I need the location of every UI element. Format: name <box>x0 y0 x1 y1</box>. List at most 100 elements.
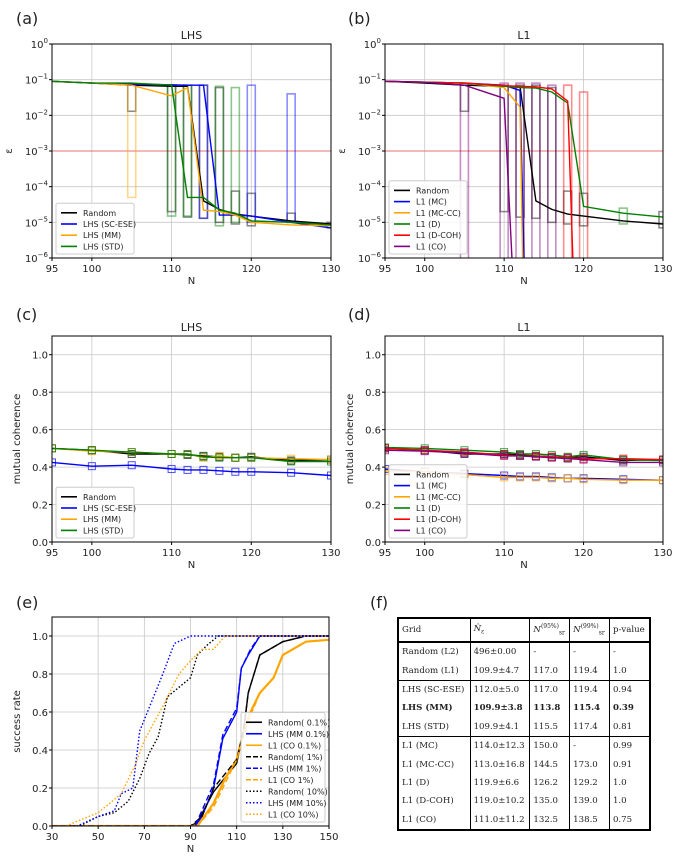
y-tick-label: 100 <box>364 37 381 51</box>
y-axis-label: success rate <box>12 690 23 753</box>
table-cell-p: 1.0 <box>608 773 650 793</box>
series-line <box>52 635 329 826</box>
y-tick-label: 10−5 <box>358 215 381 229</box>
chart-d: 95 100 110 120 130 0.0 0.2 0.4 0.6 0.8 1.0 L1 Nmutua… <box>345 321 673 571</box>
tick-base: 10 <box>358 254 371 265</box>
x-tick-label: 50 <box>92 832 105 843</box>
data-point <box>500 473 509 482</box>
data-point <box>167 449 176 458</box>
data-point <box>579 475 588 484</box>
legend-label: Random( 1%) <box>268 753 323 762</box>
series-line <box>52 461 331 477</box>
data-point <box>579 455 588 464</box>
tick-base: 10 <box>358 147 371 158</box>
data-point <box>516 473 525 482</box>
tick-exponent: −3 <box>371 144 381 152</box>
table-row: LHS (STD) 109.9±4.1 115.5 117.4 0.81 <box>397 717 650 737</box>
table-cell-n_eps: 114.0±12.3 <box>469 735 530 756</box>
tick-base: 10 <box>25 111 38 122</box>
series-line <box>385 449 663 464</box>
data-point <box>231 467 240 476</box>
table-cell-n95: 126.2 <box>529 773 570 793</box>
legend-label: L1 (MC) <box>416 198 447 207</box>
y-tick-label: 10−4 <box>25 180 49 194</box>
x-axis-label: N <box>520 560 527 571</box>
table-row: L1 (MC) 114.0±12.3 150.0-0.99 <box>397 735 650 756</box>
data-point <box>287 468 296 477</box>
table-cell-grid: L1 (D) <box>397 773 471 793</box>
legend: Random L1 (MC) L1 (MC-CC) L1 (D) L1 (D-COH) L… <box>388 180 468 255</box>
table-cell-n99: 129.2 <box>569 773 610 793</box>
y-tick-label: 0.6 <box>365 426 381 437</box>
y-tick-label: 10−2 <box>358 108 381 122</box>
data-point <box>199 452 208 461</box>
data-point <box>531 452 540 461</box>
axes-frame <box>51 335 332 543</box>
legend-label: Random <box>416 470 449 479</box>
tick-base: 10 <box>25 76 38 87</box>
data-point <box>531 473 540 482</box>
data-point <box>287 457 296 466</box>
table-cell-p: 0.99 <box>608 735 650 756</box>
box-plot <box>658 210 663 229</box>
header-grid: Grid <box>397 618 471 643</box>
table-cell-n_eps: 113.0±16.8 <box>469 755 530 774</box>
legend-label: LHS (MM 10%) <box>268 799 326 808</box>
tick-exponent: −1 <box>371 73 381 81</box>
x-tick-label: 95 <box>46 264 59 275</box>
series-line <box>52 635 329 826</box>
legend-label: L1 (CO) <box>416 526 446 535</box>
x-axis-label: N <box>188 560 195 571</box>
y-tick-label: 0.0 <box>365 538 381 549</box>
y-tick-label: 10−4 <box>358 180 382 194</box>
box-plot <box>546 84 557 258</box>
plot-area <box>385 80 663 258</box>
y-tick-label: 0.4 <box>365 463 381 474</box>
table-cell-n_eps: 119.9±6.6 <box>469 773 530 793</box>
x-tick-label: 130 <box>653 264 672 275</box>
data-point <box>127 461 136 470</box>
box-plot <box>230 190 241 225</box>
data-point <box>167 464 176 473</box>
box-plot <box>531 82 541 258</box>
series-line <box>385 446 663 462</box>
series-line <box>385 80 513 258</box>
legend-label: L1 (CO 0.1%) <box>268 741 321 750</box>
y-tick-label: 0.2 <box>32 501 48 512</box>
y-tick-label: 0.0 <box>32 822 48 833</box>
legend-label: LHS (MM 0.1%) <box>268 730 329 739</box>
box-plot <box>515 82 525 258</box>
y-tick-label: 10−5 <box>25 215 48 229</box>
table-cell-grid: L1 (D-COH) <box>397 792 471 811</box>
y-tick-label: 10−1 <box>358 73 381 87</box>
tick-exponent: −5 <box>371 215 381 223</box>
table-cell-p: 1.0 <box>608 661 650 681</box>
table-cell-p: 1.0 <box>608 792 650 811</box>
legend-label: LHS (SC-ESE) <box>83 220 136 229</box>
panel-label-b: (b) <box>348 9 371 28</box>
legend-label: Random <box>416 186 449 195</box>
data-point <box>659 458 663 467</box>
x-axis-label: N <box>188 276 195 287</box>
tick-exponent: −4 <box>371 180 382 188</box>
table-cell-n_eps: 119.0±10.2 <box>469 792 530 811</box>
x-tick-label: 90 <box>184 832 197 843</box>
tick-exponent: −6 <box>38 251 49 259</box>
data-point <box>247 453 256 462</box>
header-n-eps: N̂ε <box>469 618 530 643</box>
panel-label-e: (e) <box>16 593 38 612</box>
x-tick-label: 110 <box>495 264 514 275</box>
box-plot <box>230 86 241 224</box>
data-point <box>327 457 331 466</box>
header-n95-sup: (95%) <box>540 623 559 631</box>
chart-a: 95 100 110 120 13010−610−510−410−310−210−110… <box>4 29 341 287</box>
table-cell-n95: 144.5 <box>529 755 570 774</box>
x-tick-label: 100 <box>82 264 101 275</box>
table-cell-n99: 173.0 <box>569 755 610 774</box>
table-cell-grid: Random (L2) <box>397 642 471 662</box>
y-tick-label: 0.8 <box>365 388 381 399</box>
data-point <box>215 453 224 462</box>
x-tick-label: 130 <box>273 832 292 843</box>
y-axis-label: ε <box>4 148 15 153</box>
data-point <box>231 453 240 462</box>
